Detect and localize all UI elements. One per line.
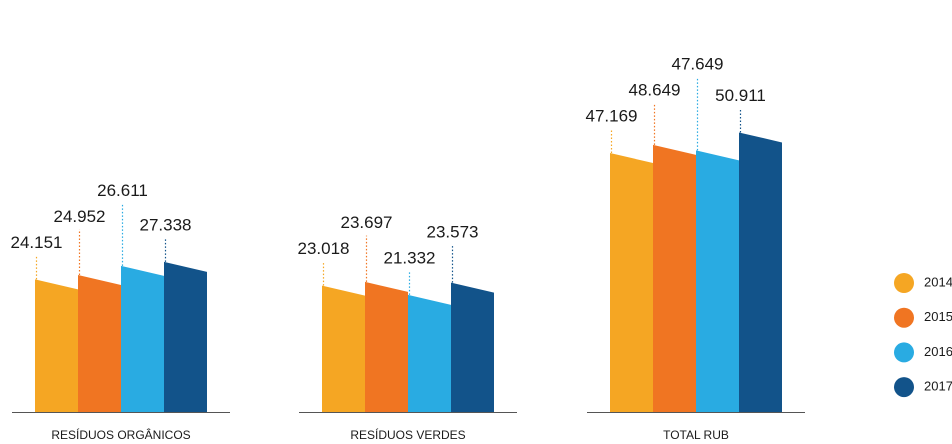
value-label: 47.649 bbox=[672, 54, 724, 73]
category-label: RESÍDUOS ORGÂNICOS bbox=[51, 427, 190, 442]
category-label: TOTAL RUB bbox=[663, 428, 729, 442]
value-label: 24.952 bbox=[54, 207, 106, 226]
legend-label: 2017 bbox=[924, 379, 952, 394]
bar bbox=[121, 265, 164, 412]
value-label: 24.151 bbox=[11, 233, 63, 252]
bar bbox=[739, 132, 782, 412]
bar bbox=[365, 281, 408, 412]
category-label: RESÍDUOS VERDES bbox=[350, 427, 465, 442]
legend-label: 2015 bbox=[924, 309, 952, 324]
legend-swatch bbox=[894, 307, 914, 328]
legend-swatch bbox=[894, 377, 914, 398]
legend-label: 2016 bbox=[924, 344, 952, 359]
value-label: 23.697 bbox=[341, 213, 393, 232]
bar bbox=[451, 282, 494, 412]
bar bbox=[653, 144, 696, 413]
value-label: 48.649 bbox=[629, 80, 681, 99]
legend-label: 2014 bbox=[924, 274, 952, 289]
value-label: 47.169 bbox=[586, 106, 638, 125]
bar bbox=[408, 294, 451, 412]
value-label: 27.338 bbox=[140, 215, 192, 234]
value-label: 23.573 bbox=[427, 222, 479, 241]
bar bbox=[35, 279, 78, 412]
value-label: 26.611 bbox=[97, 181, 148, 200]
legend-swatch bbox=[894, 342, 914, 363]
value-label: 21.332 bbox=[384, 248, 436, 267]
bar bbox=[610, 152, 653, 412]
value-label: 23.018 bbox=[298, 239, 350, 258]
bar bbox=[78, 274, 121, 412]
bar bbox=[164, 261, 207, 412]
legend-swatch bbox=[894, 273, 914, 293]
bar bbox=[696, 150, 739, 412]
value-label: 50.911 bbox=[715, 86, 766, 105]
bar bbox=[322, 285, 365, 412]
